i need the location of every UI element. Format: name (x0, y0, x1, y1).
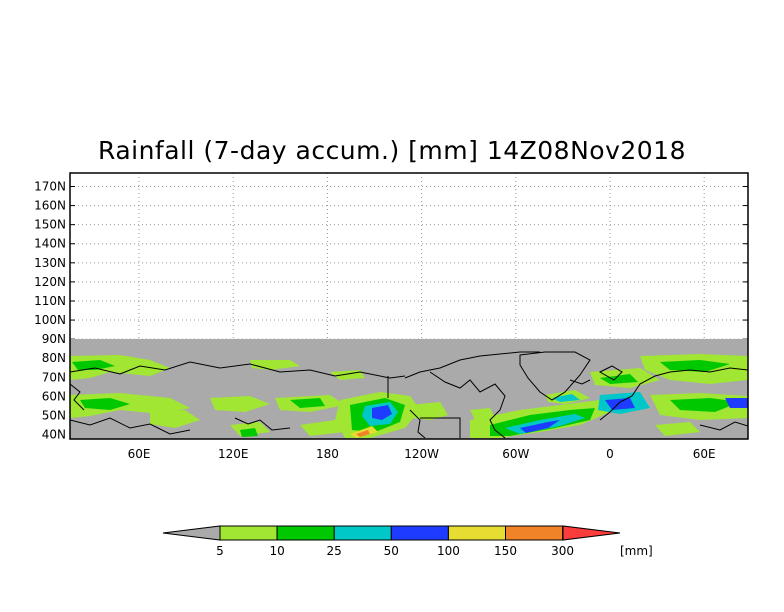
latitude-label: 130N (34, 256, 66, 270)
latitude-label: 120N (34, 275, 66, 289)
longitude-labels: 60E 120E 180 120W 60W 0 60E (128, 447, 716, 461)
colorbar-swatch (447, 525, 506, 541)
colorbar-low-triangle (162, 525, 221, 541)
latitude-label: 80N (42, 351, 66, 365)
latitude-labels: 170N 160N 150N 140N 130N 120N 110N 100N 90N 80N 70… (34, 180, 66, 442)
colorbar-high-triangle (562, 525, 621, 541)
plot-frame (69, 172, 749, 440)
latitude-label: 150N (34, 218, 66, 232)
latitude-label: 60N (42, 389, 66, 403)
colorbar-level-label: 100 (437, 544, 460, 558)
longitude-label: 180 (316, 447, 339, 461)
rainfall-field (70, 354, 748, 438)
colorbar-level-label: 10 (269, 544, 284, 558)
longitude-label: 60W (502, 447, 529, 461)
latitude-label: 170N (34, 180, 66, 194)
latitude-label: 90N (42, 332, 66, 346)
colorbar-swatch (219, 525, 278, 541)
colorbar-level-label: 150 (494, 544, 517, 558)
longitude-label: 60E (128, 447, 151, 461)
latitude-label: 70N (42, 370, 66, 384)
colorbar-level-label: 300 (551, 544, 574, 558)
colorbar-swatch (390, 525, 449, 541)
coastlines (70, 351, 748, 439)
colorbar-swatch (505, 525, 564, 541)
colorbar-swatch (276, 525, 335, 541)
colorbar-unit: [mm] (620, 544, 653, 558)
map-title: Rainfall (7-day accum.) [mm] 14Z08Nov201… (98, 136, 686, 165)
latitude-label: 140N (34, 237, 66, 251)
longitude-label: 60E (693, 447, 716, 461)
colorbar-level-label: 25 (327, 544, 342, 558)
longitude-label: 0 (606, 447, 614, 461)
longitude-label: 120E (218, 447, 249, 461)
latitude-label: 160N (34, 199, 66, 213)
colorbar: 5 10 25 50 100 150 300 [mm] (162, 525, 653, 558)
colorbar-level-label: 5 (216, 544, 224, 558)
longitude-label: 120W (404, 447, 439, 461)
latitude-label: 110N (34, 294, 66, 308)
latitude-label: 50N (42, 408, 66, 422)
latitude-label: 100N (34, 313, 66, 327)
colorbar-level-label: 50 (384, 544, 399, 558)
latitude-label: 40N (42, 428, 66, 442)
colorbar-swatch (333, 525, 392, 541)
